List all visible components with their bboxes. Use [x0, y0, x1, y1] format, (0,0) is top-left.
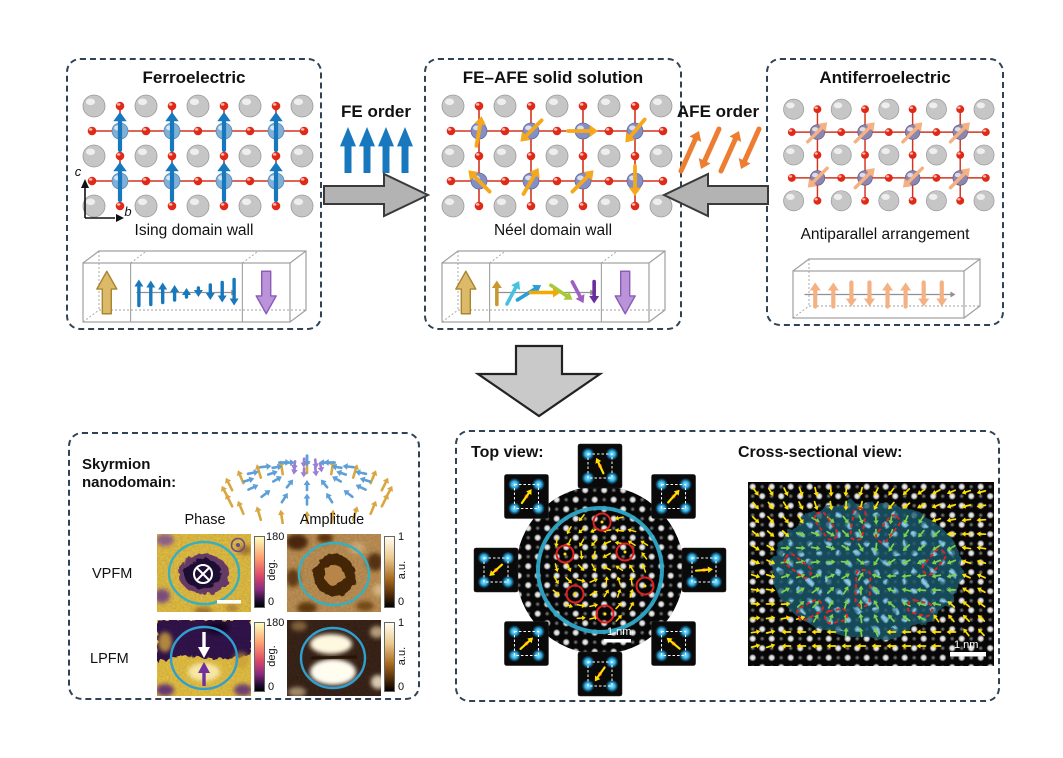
panel-ferroelectric: Ferroelectric c b Ising domain wall	[66, 58, 322, 330]
unit-cell-inset	[681, 547, 727, 593]
wall-label: Ising domain wall	[134, 222, 254, 239]
colorbar-unit: a.u.	[396, 560, 408, 580]
colorbar-max: 1	[398, 531, 405, 543]
cross-sectional-view-image: 1 nm	[748, 482, 994, 666]
arrow-right-icon	[323, 172, 431, 218]
phase-header: Phase	[184, 512, 226, 528]
colorbar-unit: a.u.	[396, 646, 408, 666]
ising-domain-wall-diagram	[82, 250, 307, 323]
amplitude-colorbar	[384, 536, 395, 608]
unit-cell-inset	[651, 621, 696, 666]
ss-crystal-structure	[441, 94, 673, 218]
scale-bar	[604, 639, 631, 643]
unit-cell-inset	[504, 474, 549, 519]
top-view-image: 1 nm	[473, 443, 727, 697]
amplitude-colorbar	[384, 622, 395, 692]
skyrmion-title: Skyrmion nanodomain:	[82, 456, 177, 491]
amplitude-header: Amplitude	[299, 512, 365, 528]
colorbar-unit: deg.	[266, 645, 278, 667]
fe-crystal-structure	[82, 94, 314, 218]
panel-title: FE–AFE solid solution	[462, 68, 644, 87]
top-view-label: Top view:	[471, 444, 544, 461]
unit-cell-inset	[473, 547, 519, 593]
scale-bar-label: 1 nm	[607, 626, 631, 638]
unit-cell-inset	[577, 443, 623, 489]
panel-stem-views: Top view: Cross-sectional view: 1 nm 1 n…	[455, 430, 1000, 702]
panel-title: Ferroelectric	[142, 68, 246, 87]
axis-b-label: b	[124, 204, 132, 219]
lpfm-phase-image	[157, 620, 251, 696]
lpfm-amplitude-image	[287, 620, 381, 696]
arrow-down-icon	[474, 344, 604, 418]
colorbar-min: 0	[268, 681, 275, 693]
colorbar-max: 180	[266, 531, 285, 543]
wall-label: Néel domain wall	[493, 222, 613, 239]
neel-domain-wall-diagram	[441, 250, 666, 323]
wall-label: Antiparallel arrangement	[800, 226, 970, 243]
afe-order-arrows-icon	[678, 126, 762, 174]
phase-colorbar	[254, 622, 265, 692]
vpfm-amplitude-image	[287, 534, 381, 612]
vpfm-label: VPFM	[92, 566, 133, 582]
vpfm-phase-image	[157, 534, 251, 612]
antiparallel-arrangement-diagram	[792, 258, 981, 319]
lpfm-label: LPFM	[90, 651, 129, 667]
afe-crystal-structure	[783, 98, 995, 212]
colorbar-min: 0	[398, 681, 405, 693]
upward-polarization-arrow	[198, 662, 210, 686]
panel-solid-solution: FE–AFE solid solution Néel domain wall	[424, 58, 682, 330]
panel-antiferroelectric: Antiferroelectric Antiparallel arrangeme…	[766, 58, 1004, 326]
out-of-plane-icon	[230, 537, 246, 553]
colorbar-min: 0	[268, 596, 275, 608]
crystal-axes-icon	[81, 179, 124, 222]
skyrmion-dome-diagram	[221, 454, 393, 524]
fe-order-arrows-icon	[340, 127, 413, 173]
arrow-left-icon	[661, 172, 769, 218]
fe-order-label: FE order	[341, 102, 411, 121]
scale-bar-label: 1 nm	[954, 639, 978, 651]
unit-cell-inset	[577, 651, 623, 697]
colorbar-min: 0	[398, 596, 405, 608]
phase-colorbar	[254, 536, 265, 608]
unit-cell-inset	[504, 621, 549, 666]
downward-polarization-arrow	[198, 632, 210, 658]
afe-order-label: AFE order	[676, 102, 760, 121]
into-plane-icon	[193, 564, 213, 584]
cross-view-label: Cross-sectional view:	[738, 444, 903, 461]
panel-skyrmion: Skyrmion nanodomain: Phase Amplitude VPF…	[68, 432, 420, 700]
scale-bar	[950, 652, 986, 657]
unit-cell-inset	[651, 474, 696, 519]
colorbar-max: 180	[266, 617, 285, 629]
panel-title: Antiferroelectric	[819, 68, 951, 87]
axis-c-label: c	[74, 164, 82, 179]
scale-bar	[217, 600, 241, 604]
colorbar-max: 1	[398, 617, 405, 629]
colorbar-unit: deg.	[266, 559, 278, 581]
